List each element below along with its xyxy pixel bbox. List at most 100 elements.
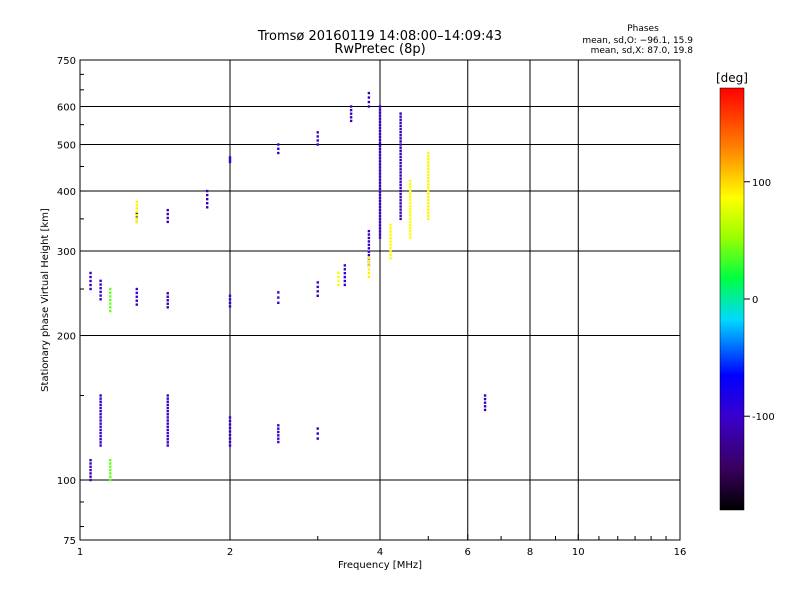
data-point [399,159,401,161]
y-tick-label: 750 [57,56,76,67]
data-point [379,139,381,141]
x-tick-label: 16 [674,547,687,558]
data-point [379,200,381,202]
data-point [368,240,370,242]
data-point [99,294,101,296]
data-point [409,199,411,201]
data-point [89,476,91,478]
data-point [99,394,101,396]
data-point [399,112,401,114]
data-point [427,196,429,198]
data-point [379,172,381,174]
data-point [427,189,429,191]
data-point [167,435,169,437]
data-point [389,230,391,232]
data-point [109,310,111,312]
data-point [389,250,391,252]
data-point [409,186,411,188]
data-point [379,209,381,211]
data-point [89,288,91,290]
data-point [427,193,429,195]
data-point [379,163,381,165]
data-point [136,211,138,213]
data-point [99,435,101,437]
colorbar-label: [deg] [716,71,748,85]
data-point [350,109,352,111]
data-point [368,254,370,256]
data-point [350,116,352,118]
data-point [229,295,231,297]
data-point [99,291,101,293]
data-point [379,121,381,123]
data-point [484,405,486,407]
data-point [399,168,401,170]
data-point [99,416,101,418]
data-point [427,211,429,213]
data-point [167,432,169,434]
data-point [277,296,279,298]
data-point [409,236,411,238]
data-point [99,432,101,434]
data-point [379,175,381,177]
data-point [484,394,486,396]
data-point [167,441,169,443]
data-point [368,261,370,263]
data-point [344,272,346,274]
data-point [229,156,231,158]
data-point [368,105,370,107]
data-point [167,419,169,421]
data-point [99,422,101,424]
data-point [99,419,101,421]
data-point [379,127,381,129]
data-point [89,276,91,278]
data-point [109,295,111,297]
data-point [337,276,339,278]
data-point [89,272,91,274]
data-point [409,192,411,194]
data-point [167,438,169,440]
data-point [368,244,370,246]
data-point [167,429,169,431]
data-point [337,272,339,274]
data-point [409,227,411,229]
data-point [277,431,279,433]
data-point [427,158,429,160]
data-point [379,194,381,196]
data-point [409,183,411,185]
data-point [344,280,346,282]
data-point [399,115,401,117]
data-point [409,221,411,223]
data-point [206,190,208,192]
data-point [89,280,91,282]
colorbar-tick-label: 0 [752,295,758,306]
data-point [409,214,411,216]
data-point [89,462,91,464]
data-point [368,230,370,232]
data-point [379,124,381,126]
data-point [136,207,138,209]
data-point [99,401,101,403]
data-point [344,268,346,270]
y-tick-label: 500 [57,141,76,152]
data-point [379,236,381,238]
data-point [206,206,208,208]
data-point [99,410,101,412]
data-point [368,250,370,252]
data-point [409,189,411,191]
data-point [368,101,370,103]
data-point [399,140,401,142]
data-point [136,201,138,203]
x-tick-label: 8 [527,547,533,558]
data-point [427,183,429,185]
data-point [379,133,381,135]
data-point [277,291,279,293]
data-point [99,438,101,440]
data-point [167,306,169,308]
colorbar-tick-label: 100 [752,178,771,189]
data-point [167,296,169,298]
data-point [344,276,346,278]
data-point [89,469,91,471]
data-point [317,427,319,429]
data-point [427,174,429,176]
data-point [399,199,401,201]
